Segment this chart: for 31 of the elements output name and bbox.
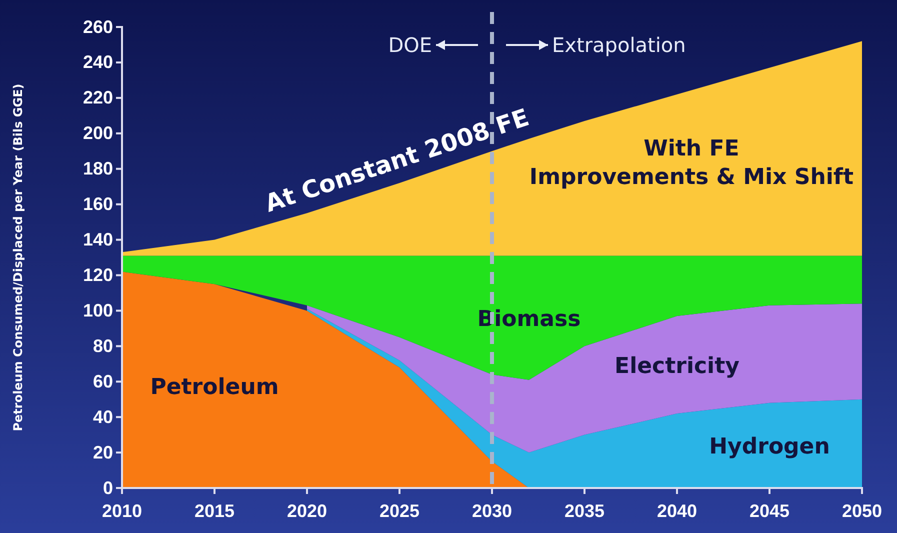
y-tick-label: 80	[92, 336, 113, 356]
y-tick-label: 100	[82, 300, 113, 320]
x-tick-label: 2040	[656, 500, 698, 521]
x-tick-label: 2050	[842, 500, 882, 521]
x-tick-label: 2045	[749, 500, 790, 521]
y-tick-label: 180	[82, 158, 113, 179]
y-tick-label: 220	[82, 88, 113, 108]
annotation: DOE	[388, 33, 432, 57]
y-tick-label: 240	[82, 52, 113, 72]
x-tick-label: 2025	[379, 500, 420, 521]
y-axis-title: Petroleum Consumed/Displaced per Year (Bils GGE)	[11, 84, 25, 432]
series-label: Hydrogen	[709, 434, 830, 460]
y-tick-label: 120	[82, 264, 113, 285]
y-tick-label: 140	[82, 230, 113, 250]
y-tick-label: 160	[82, 194, 113, 214]
y-tick-label: 200	[82, 123, 113, 144]
y-tick-label: 260	[82, 16, 113, 37]
y-tick-label: 0	[102, 478, 113, 498]
series-label: Biomass	[477, 306, 581, 332]
x-tick-label: 2015	[194, 500, 235, 521]
series-label: Petroleum	[150, 375, 279, 400]
series-label: With FE Improvements & Mix Shift	[529, 136, 854, 190]
y-tick-label: 40	[92, 406, 113, 427]
x-tick-label: 2010	[102, 500, 142, 521]
y-tick-label: 60	[92, 371, 113, 392]
series-label: Electricity	[614, 354, 740, 379]
x-tick-label: 2030	[472, 500, 512, 521]
y-tick-label: 20	[92, 442, 113, 462]
x-tick-label: 2020	[286, 500, 328, 521]
annotation: Extrapolation	[552, 33, 686, 57]
x-tick-label: 2035	[564, 500, 605, 521]
